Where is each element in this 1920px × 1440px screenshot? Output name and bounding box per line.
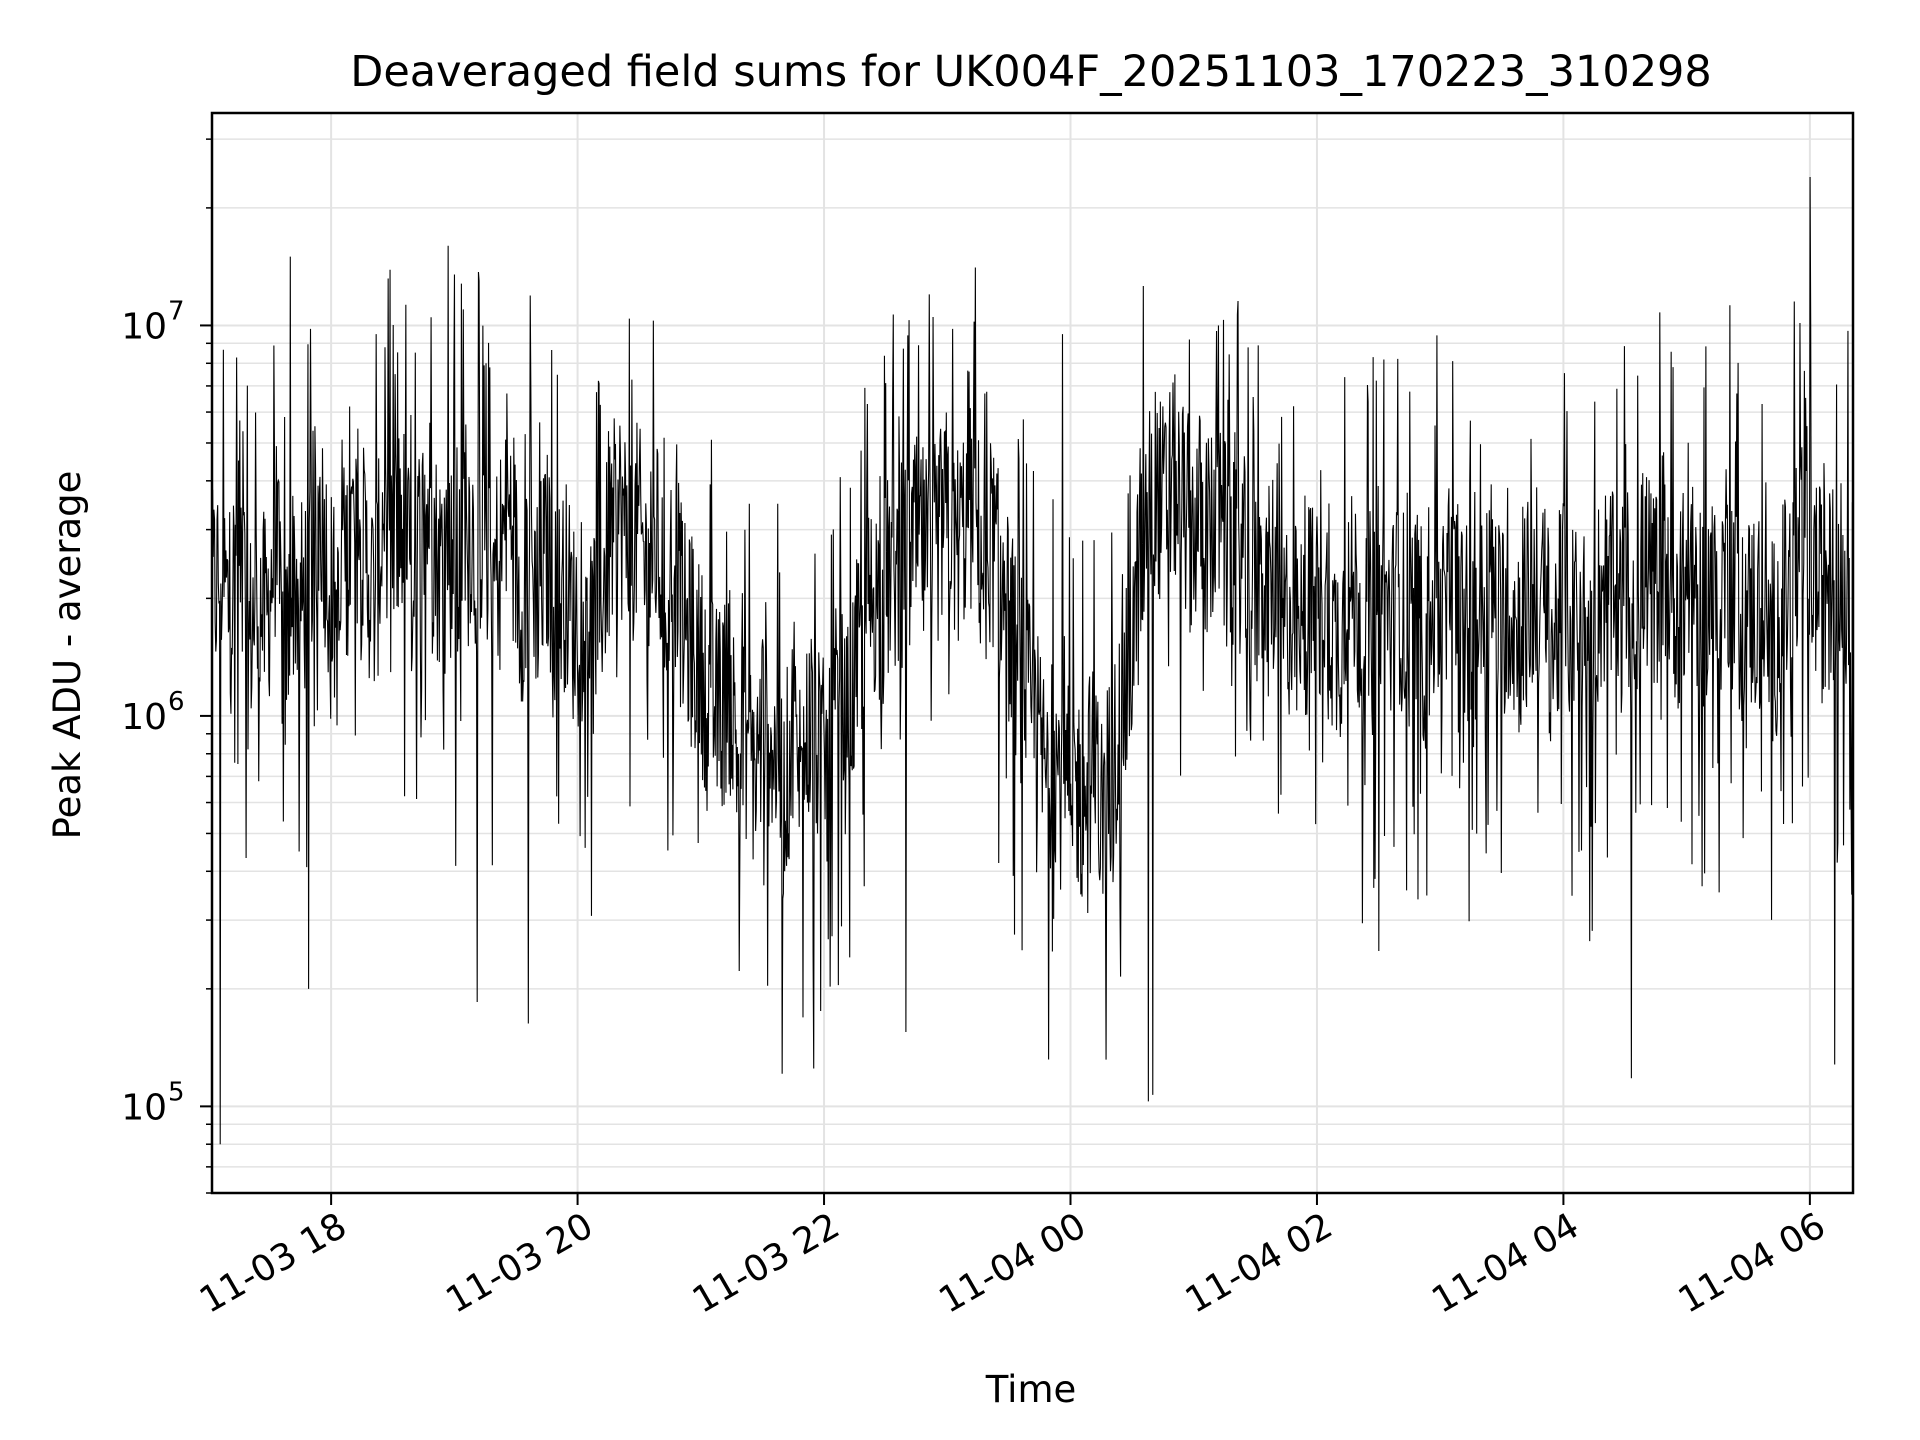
y-tick-label: 10 7 <box>121 296 184 347</box>
plot-frame <box>210 111 1855 1195</box>
x-axis-label: Time <box>985 1368 1077 1411</box>
y-tick-exponent: 6 <box>168 687 185 717</box>
y-tick-label: 10 5 <box>121 1077 184 1128</box>
y-tick-exponent: 7 <box>168 296 185 326</box>
y-axis-label: Peak ADU - average <box>46 471 89 840</box>
series-layer <box>211 176 1854 1145</box>
series-line <box>211 176 1854 1145</box>
y-tick-base: 10 <box>121 697 167 738</box>
chart-title: Deaveraged field sums for UK004F_2025110… <box>350 47 1712 97</box>
y-tick-base: 10 <box>121 1087 167 1128</box>
y-tick-base: 10 <box>121 306 167 347</box>
y-tick-label: 10 6 <box>121 687 184 738</box>
y-tick-exponent: 5 <box>168 1077 185 1107</box>
